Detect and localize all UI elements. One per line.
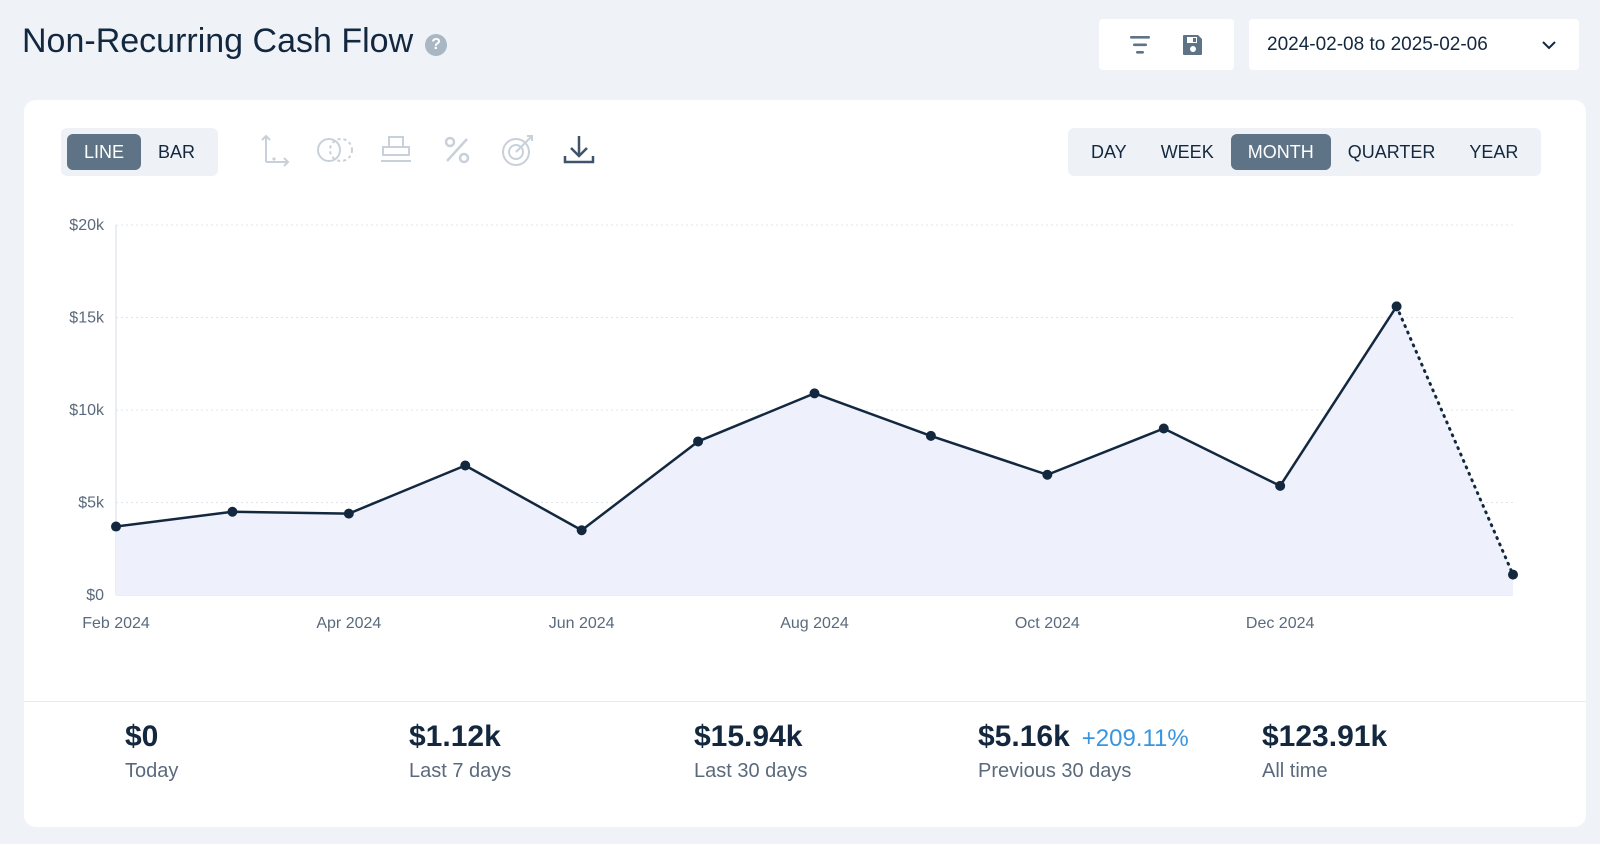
stat-last-7-days: $1.12k Last 7 days [409,720,511,783]
stat-previous-30-days: $5.16k +209.11% Previous 30 days [978,720,1189,783]
stat-label: Previous 30 days [978,760,1132,782]
axis-button[interactable] [254,130,294,170]
series-area [116,306,1513,595]
chart-tools [254,130,599,170]
stat-value: $123.91k [1262,720,1388,753]
period-toggle: DAY WEEK MONTH QUARTER YEAR [1068,128,1542,176]
download-button[interactable] [559,130,599,170]
save-button[interactable] [1178,30,1208,60]
chevron-down-icon [1542,40,1556,49]
data-point [343,508,354,519]
page-title: Non-Recurring Cash Flow ? [22,22,448,61]
page-title-text: Non-Recurring Cash Flow [22,22,414,60]
percent-button[interactable] [437,130,477,170]
axis-icon [261,134,290,167]
x-tick-label: Aug 2024 [780,615,849,632]
y-tick-label: $0 [86,587,104,604]
stat-delta: +209.11% [1081,725,1189,752]
y-tick-label: $5k [78,495,105,512]
day-toggle[interactable]: DAY [1091,141,1127,162]
y-tick-label: $15k [69,310,105,327]
stat-label: Last 30 days [694,760,808,782]
target-icon [502,135,533,166]
stat-last-30-days: $15.94k Last 30 days [694,720,807,783]
data-point [460,460,471,471]
data-point [693,436,704,447]
quarter-toggle[interactable]: QUARTER [1347,141,1436,162]
cash-flow-chart: $0 $5k $10k $15k $20k Feb 2024 Apr 2024 Jun 202… [69,217,1518,632]
date-range-select[interactable]: 2024-02-08 to 2025-02-06 [1249,19,1579,70]
date-range-value: 2024-02-08 to 2025-02-06 [1267,33,1488,55]
save-icon [1183,34,1203,55]
filter-button[interactable] [1125,30,1155,60]
series-partial-line [1395,304,1515,577]
data-point [111,521,121,532]
month-toggle[interactable]: MONTH [1230,134,1331,170]
stat-value: $1.12k [409,720,501,753]
stat-value: $0 [125,720,159,753]
stat-label: Today [125,760,179,782]
stat-value: $5.16k [978,720,1070,753]
x-tick-label: Apr 2024 [316,615,381,632]
data-point [1275,480,1286,491]
data-point [227,506,238,517]
stat-label: All time [1262,760,1328,782]
stats-row: $0 Today $1.12k Last 7 days $15.94k Last… [24,720,1586,820]
y-tick-label: $20k [69,217,105,234]
stat-value: $15.94k [694,720,803,753]
stat-all-time: $123.91k All time [1262,720,1387,783]
year-toggle[interactable]: YEAR [1469,141,1519,162]
help-icon[interactable]: ? [425,33,448,56]
data-point [809,388,820,399]
overlap-icon [317,138,353,162]
chart-card: LINE BAR [24,100,1586,827]
divider [24,701,1586,702]
data-point [1158,423,1169,434]
stat-today: $0 Today [125,720,178,783]
line-toggle[interactable]: LINE [67,134,142,170]
x-tick-label: Jun 2024 [549,615,615,632]
download-icon [563,136,595,164]
week-toggle[interactable]: WEEK [1160,141,1214,162]
filter-icon [1129,35,1150,54]
data-point [925,430,936,441]
stat-label: Last 7 days [409,760,512,782]
y-tick-label: $10k [69,402,105,419]
x-tick-label: Oct 2024 [1015,615,1080,632]
stack-button[interactable] [376,130,416,170]
percent-icon [444,136,470,164]
data-point [576,525,587,536]
x-tick-label: Feb 2024 [82,615,150,632]
series-line [115,305,1398,532]
x-tick-label: Dec 2024 [1246,615,1315,632]
data-point [1042,469,1053,480]
bar-toggle[interactable]: BAR [158,141,196,162]
target-button[interactable] [498,130,538,170]
stack-icon [381,136,411,162]
overlap-button[interactable] [315,130,355,170]
chart-type-toggle: LINE BAR [61,128,219,176]
data-point [1391,301,1402,312]
toolbar [1099,19,1234,70]
data-point [1508,569,1518,580]
